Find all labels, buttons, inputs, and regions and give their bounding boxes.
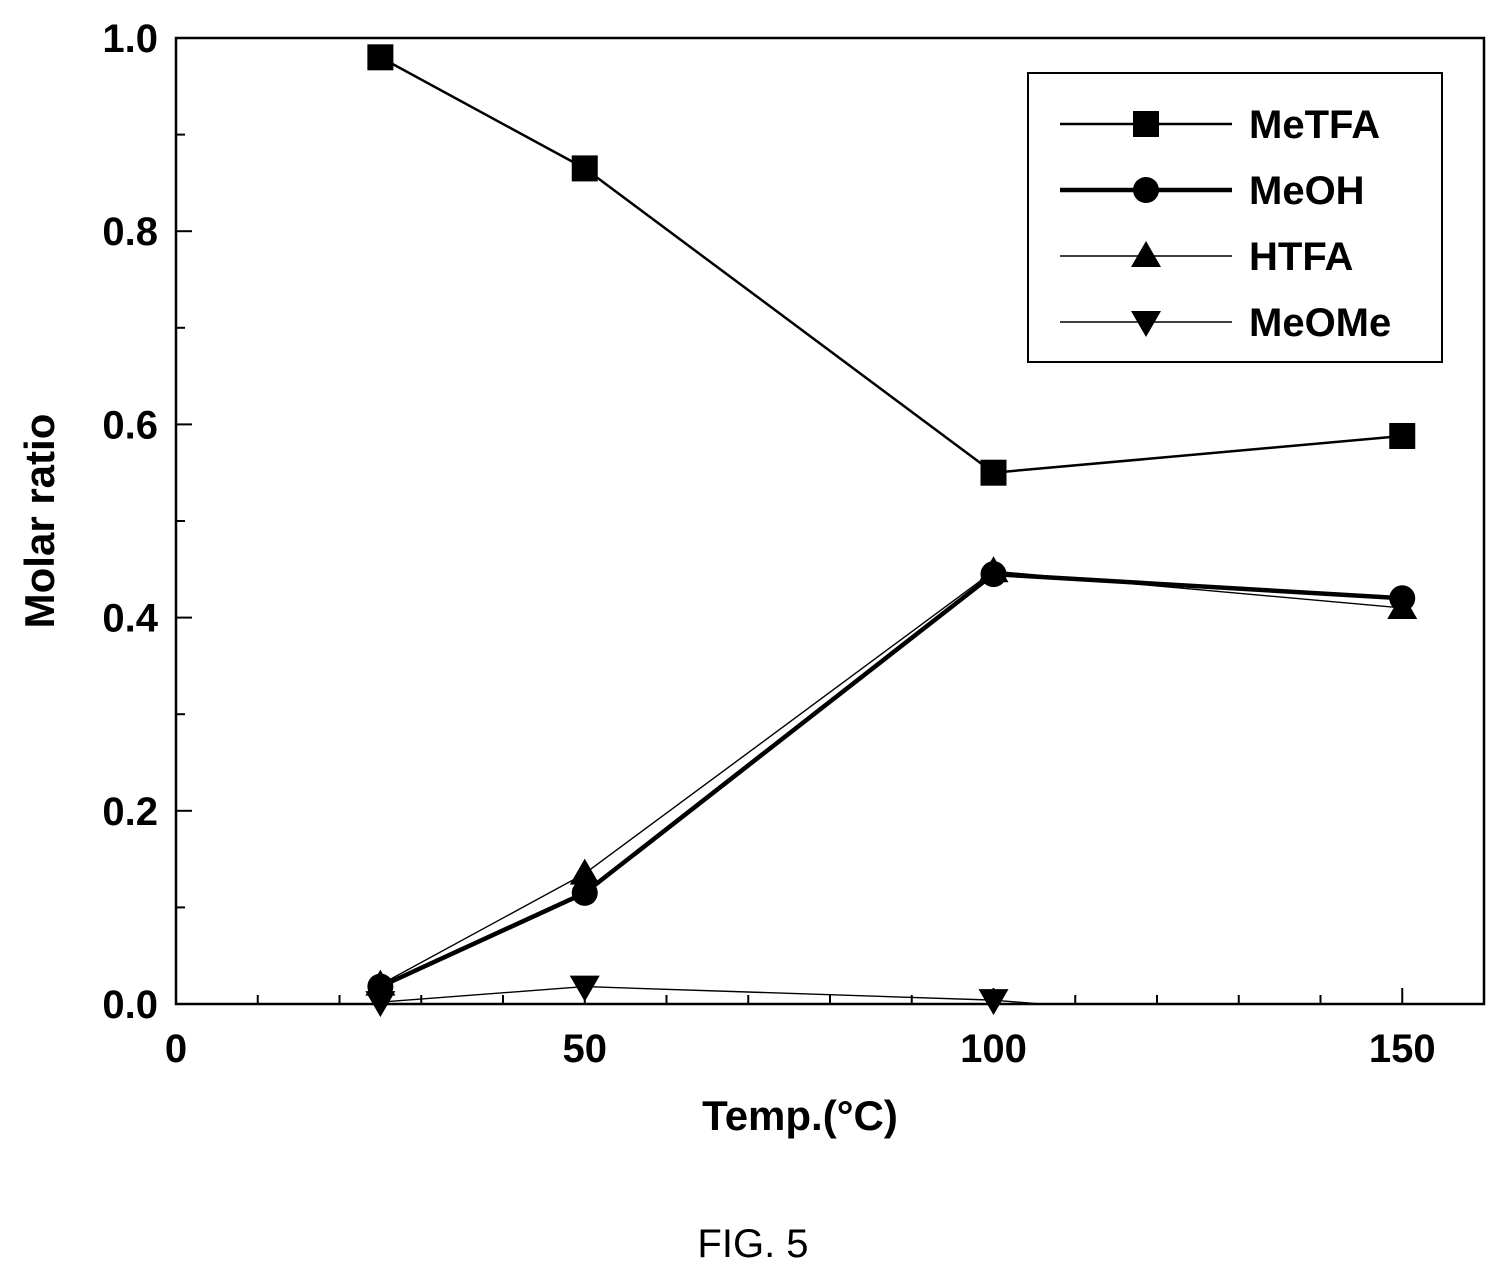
data-point-metfa [980,459,1007,486]
legend-marker-metfa [1133,111,1159,137]
data-point-metfa [367,44,394,71]
series-line-htfa [380,570,1403,986]
data-point-meome [569,975,600,1002]
legend: MeTFA MeOH HTFA MeOMe [1027,72,1443,363]
y-tick-label: 1.0 [102,17,158,61]
data-point-meoh [571,879,598,906]
series-line-meoh [379,571,1403,989]
plot-frame [174,36,1486,1006]
series-line-metfa [379,56,1403,474]
legend-label-htfa: HTFA [1249,235,1353,279]
markers-layer [365,44,1418,1018]
x-tick-label: 150 [1369,1027,1436,1071]
y-axis-title: Molar ratio [16,414,63,629]
data-point-meome [978,989,1009,1016]
legend-label-meome: MeOMe [1249,301,1391,345]
data-point-htfa [569,858,600,885]
legend-label-metfa: MeTFA [1249,103,1380,147]
y-tick-label: 0.4 [102,597,158,641]
x-tick-label: 0 [165,1027,187,1071]
y-tick-label: 0.2 [102,790,158,834]
tick-labels: 0 50 100 150 0.0 0.2 0.4 0.6 0.8 1.0 [102,17,1435,1071]
legend-label-meoh: MeOH [1249,169,1365,213]
data-point-htfa [978,556,1009,583]
series-line-meome [380,985,1051,1004]
legend-marker-meome [1131,311,1161,337]
legend-items: MeTFA MeOH HTFA MeOMe [1060,103,1391,345]
legend-marker-meoh [1133,177,1159,203]
x-axis-title: Temp.(°C) [702,1092,898,1139]
data-point-htfa [365,969,396,996]
data-point-metfa [1389,422,1416,449]
figure-caption: FIG. 5 [697,1222,809,1266]
data-point-metfa [571,155,598,182]
x-tick-label: 100 [960,1027,1027,1071]
y-tick-label: 0.0 [102,983,158,1027]
y-tick-label: 0.8 [102,210,158,254]
series-layer [379,56,1403,1004]
y-tick-label: 0.6 [102,403,158,447]
data-point-htfa [1387,592,1418,619]
x-tick-label: 50 [563,1027,608,1071]
legend-marker-htfa [1131,241,1161,267]
chart: 0 50 100 150 0.0 0.2 0.4 0.6 0.8 1.0 Temp.(°C) Mo… [16,17,1486,1139]
legend-box [1027,72,1443,363]
